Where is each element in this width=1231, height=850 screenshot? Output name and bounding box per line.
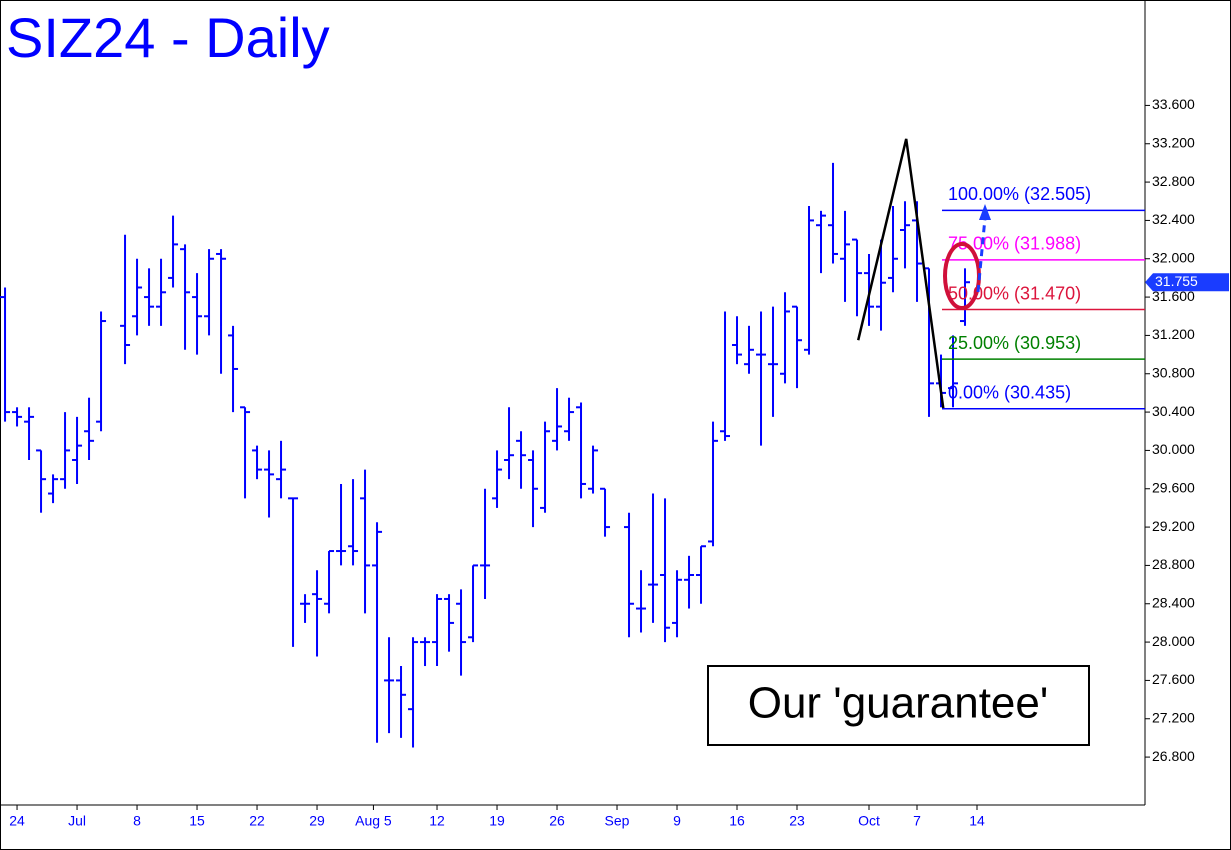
annotation-box [707, 665, 1090, 746]
x-tick-label: Aug 5 [355, 813, 392, 829]
y-tick-label: 31.600 [1152, 288, 1195, 304]
x-tick-label: 15 [189, 813, 205, 829]
arrow-head [979, 204, 991, 220]
x-tick-label: Sep [605, 813, 630, 829]
x-tick-label: Jul [68, 813, 86, 829]
y-tick-label: 33.600 [1152, 96, 1195, 112]
x-tick-label: 23 [789, 813, 805, 829]
y-tick-label: 28.800 [1152, 556, 1195, 572]
y-tick-label: 28.400 [1152, 594, 1195, 610]
x-tick-label: 22 [249, 813, 265, 829]
y-tick-label: 30.000 [1152, 441, 1195, 457]
y-tick-label: 33.200 [1152, 134, 1195, 150]
level-label: 75.00% (31.988) [948, 234, 1081, 254]
x-tick-label: 12 [429, 813, 445, 829]
x-tick-label: Oct [858, 813, 880, 829]
overlay [943, 204, 991, 310]
x-tick-label: 9 [673, 813, 681, 829]
pattern-line [856, 138, 945, 410]
y-tick-label: 30.800 [1152, 364, 1195, 380]
y-tick-label: 32.800 [1152, 173, 1195, 189]
y-tick-label: 27.200 [1152, 709, 1195, 725]
x-tick-label: 29 [309, 813, 325, 829]
y-tick-label: 29.600 [1152, 479, 1195, 495]
x-tick-label: 7 [913, 813, 921, 829]
y-tick-label: 26.800 [1152, 748, 1195, 764]
x-tick-label: 16 [729, 813, 745, 829]
x-tick-label: 24 [9, 813, 25, 829]
last-price-label: 31.755 [1155, 273, 1198, 289]
level-label: 0.00% (30.435) [948, 382, 1071, 402]
level-label: 100.00% (32.505) [948, 184, 1091, 204]
x-tick-label: 19 [489, 813, 505, 829]
chart-title: SIZ24 - Daily [6, 6, 330, 69]
annotation: Our 'guarantee' [748, 679, 1049, 728]
level-label: 25.00% (30.953) [948, 333, 1081, 353]
y-tick-label: 30.400 [1152, 403, 1195, 419]
y-tick-label: 27.600 [1152, 671, 1195, 687]
y-tick-label: 31.200 [1152, 326, 1195, 342]
x-tick-label: 26 [549, 813, 565, 829]
y-tick-label: 29.200 [1152, 518, 1195, 534]
y-tick-label: 32.000 [1152, 249, 1195, 265]
target-arrow [976, 217, 987, 293]
x-tick-label: 14 [969, 813, 985, 829]
y-tick-label: 28.000 [1152, 633, 1195, 649]
x-tick-label: 8 [133, 813, 141, 829]
level-label: 50.00% (31.470) [948, 283, 1081, 303]
y-tick-label: 32.400 [1152, 211, 1195, 227]
last-price-tag [1145, 273, 1229, 292]
